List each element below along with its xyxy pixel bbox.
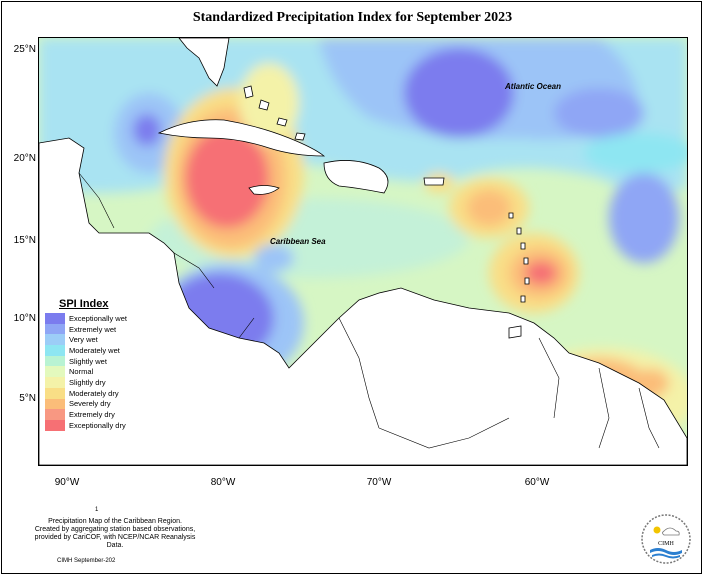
florida-land [178,38,230,87]
legend-title: SPI Index [59,298,109,310]
logo-text: CIMH [658,541,674,547]
footnote-line: Precipitation Map of the Caribbean Regio… [48,518,182,525]
border-honduras [173,252,215,289]
legend-item: Slightly wet [45,355,165,367]
border-nicaragua [238,317,255,339]
extremely-wet-far-east [609,173,679,263]
legend-label: Very wet [69,335,98,345]
atlantic-ocean-label: Atlantic Ocean [505,82,562,91]
legend-rows: Exceptionally wet Extremely wet Very wet Mo… [45,313,165,431]
border-guyana [538,337,560,419]
legend-swatch [45,398,65,410]
trinidad-land [508,325,522,339]
footnote-line: provided by CariCOF, with NCEP/NCAR Rean… [34,534,196,549]
lon-tick: 90°W [54,477,80,488]
legend-item: Slightly dry [45,377,165,388]
legend-item: Exceptionally dry [45,419,165,431]
legend-item: Normal [45,366,165,378]
legend-item: Extremely wet [45,323,165,335]
legend-swatch [45,366,65,378]
legend-swatch [45,313,65,324]
lat-tick: 5°N [19,393,36,404]
map-area [38,37,688,466]
cimh-logo: CIMH [640,513,692,565]
legend-item: Moderately dry [45,387,165,399]
hispaniola-land [323,160,389,194]
severely-dry-leeward [467,190,511,226]
caribbean-sea-label: Caribbean Sea [270,237,326,246]
legend-item: Severely dry [45,398,165,410]
legend-label: Severely dry [69,399,111,409]
spi-map [39,38,687,465]
exceptionally-wet-atlantic [404,48,514,138]
border-venezuela-brazil [378,417,510,449]
cimh-logo-icon: CIMH [641,514,691,564]
bahamas-land [243,85,306,141]
borders [78,172,660,449]
legend-label: Slightly wet [69,356,107,366]
lat-tick: 10°N [13,313,36,324]
lon-tick: 60°W [524,477,550,488]
legend-label: Exceptionally wet [69,313,127,323]
jamaica-land [248,185,280,195]
legend-label: Extremely dry [69,410,115,420]
legend-swatch [45,419,65,431]
legend-swatch [45,387,65,399]
legend-item: Exceptionally wet [45,313,165,324]
land [39,38,687,465]
cuba-land [157,119,326,157]
wet-nicaragua-coast [254,244,294,272]
moderately-wet-atlantic [584,133,687,173]
exceptionally-dry-cuba [185,128,269,228]
legend-swatch [45,334,65,346]
legend-item: Extremely dry [45,409,165,420]
legend-swatch [45,377,65,388]
puerto-rico-land [423,177,445,186]
border-suriname [598,367,610,449]
credit-text: CIMH September-202 [57,558,116,564]
legend-label: Moderately wet [69,345,120,355]
lon-tick: 80°W [210,477,236,488]
lat-tick: 15°N [13,235,36,246]
legend-swatch [45,355,65,367]
legend-label: Exceptionally dry [69,420,126,430]
legend-label: Extremely wet [69,324,117,334]
legend-swatch [45,345,65,356]
lat-tick: 20°N [13,153,36,164]
spi-legend: SPI Index Exceptionally wet Extremely wet… [45,298,165,431]
footnote-marker: 1 [95,507,99,513]
map-title: Standardized Precipitation Index for Sep… [192,10,513,25]
lat-tick: 25°N [13,44,36,55]
legend-item: Very wet [45,334,165,346]
border-french-guiana [638,387,660,449]
footnote: Precipitation Map of the Caribbean Regio… [30,518,200,550]
legend-label: Moderately dry [69,388,119,398]
footnote-line: Created by aggregating station based obs… [34,526,196,533]
border-colombia-venezuela [338,317,380,429]
legend-swatch [45,409,65,420]
legend-label: Normal [69,367,94,377]
legend-swatch [45,323,65,335]
extremely-wet-east [554,88,644,138]
central-south-america-land [39,137,687,465]
legend-item: Moderately wet [45,345,165,356]
border-mexico-guatemala [78,172,115,229]
exceptionally-dry-windward [525,261,557,285]
legend-label: Slightly dry [69,377,106,387]
lesser-antilles-land [508,212,530,303]
exceptionally-wet-yucatan [133,114,161,146]
lon-tick: 70°W [366,477,392,488]
